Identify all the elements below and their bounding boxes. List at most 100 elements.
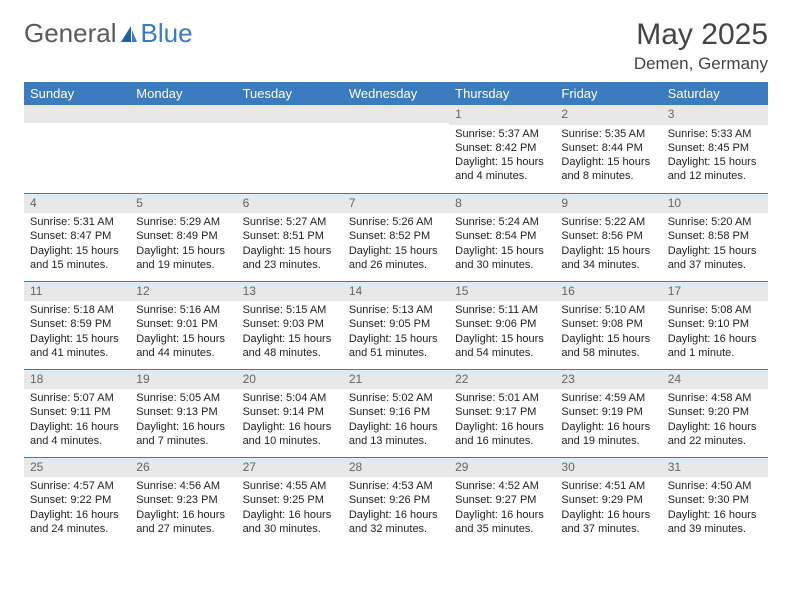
daylight-text: Daylight: 15 hours and 51 minutes. xyxy=(349,332,445,361)
sunset-text: Sunset: 9:25 PM xyxy=(243,493,339,507)
calendar-cell: 16Sunrise: 5:10 AMSunset: 9:08 PMDayligh… xyxy=(555,281,661,369)
day-number: 23 xyxy=(555,370,661,390)
day-number: 13 xyxy=(237,282,343,302)
sunrise-text: Sunrise: 5:31 AM xyxy=(30,215,126,229)
sunrise-text: Sunrise: 5:05 AM xyxy=(136,391,232,405)
day-number: 16 xyxy=(555,282,661,302)
calendar-cell: 19Sunrise: 5:05 AMSunset: 9:13 PMDayligh… xyxy=(130,369,236,457)
calendar-row: 11Sunrise: 5:18 AMSunset: 8:59 PMDayligh… xyxy=(24,281,768,369)
daylight-text: Daylight: 16 hours and 1 minute. xyxy=(668,332,764,361)
day-number: 19 xyxy=(130,370,236,390)
day-details: Sunrise: 5:15 AMSunset: 9:03 PMDaylight:… xyxy=(237,301,343,364)
day-details: Sunrise: 5:29 AMSunset: 8:49 PMDaylight:… xyxy=(130,213,236,276)
day-number: 12 xyxy=(130,282,236,302)
day-details: Sunrise: 4:53 AMSunset: 9:26 PMDaylight:… xyxy=(343,477,449,540)
sunset-text: Sunset: 8:51 PM xyxy=(243,229,339,243)
calendar-cell xyxy=(237,105,343,193)
calendar-cell: 23Sunrise: 4:59 AMSunset: 9:19 PMDayligh… xyxy=(555,369,661,457)
day-number: 2 xyxy=(555,105,661,125)
sunset-text: Sunset: 9:14 PM xyxy=(243,405,339,419)
daylight-text: Daylight: 16 hours and 10 minutes. xyxy=(243,420,339,449)
day-details: Sunrise: 4:51 AMSunset: 9:29 PMDaylight:… xyxy=(555,477,661,540)
sunrise-text: Sunrise: 4:58 AM xyxy=(668,391,764,405)
title-block: May 2025 Demen, Germany xyxy=(634,18,768,74)
weekday-header: Tuesday xyxy=(237,82,343,105)
calendar-row: 1Sunrise: 5:37 AMSunset: 8:42 PMDaylight… xyxy=(24,105,768,193)
daylight-text: Daylight: 15 hours and 41 minutes. xyxy=(30,332,126,361)
day-number: 24 xyxy=(662,370,768,390)
sunset-text: Sunset: 9:26 PM xyxy=(349,493,445,507)
sunrise-text: Sunrise: 5:08 AM xyxy=(668,303,764,317)
logo-sail-icon xyxy=(117,18,141,49)
sunrise-text: Sunrise: 4:56 AM xyxy=(136,479,232,493)
calendar-cell: 13Sunrise: 5:15 AMSunset: 9:03 PMDayligh… xyxy=(237,281,343,369)
daylight-text: Daylight: 16 hours and 22 minutes. xyxy=(668,420,764,449)
daylight-text: Daylight: 16 hours and 24 minutes. xyxy=(30,508,126,537)
day-details: Sunrise: 5:16 AMSunset: 9:01 PMDaylight:… xyxy=(130,301,236,364)
calendar-cell: 17Sunrise: 5:08 AMSunset: 9:10 PMDayligh… xyxy=(662,281,768,369)
calendar-cell: 8Sunrise: 5:24 AMSunset: 8:54 PMDaylight… xyxy=(449,193,555,281)
day-details: Sunrise: 4:57 AMSunset: 9:22 PMDaylight:… xyxy=(24,477,130,540)
weekday-header: Saturday xyxy=(662,82,768,105)
sunrise-text: Sunrise: 5:16 AM xyxy=(136,303,232,317)
day-number: 27 xyxy=(237,458,343,478)
sunrise-text: Sunrise: 5:24 AM xyxy=(455,215,551,229)
day-number: 28 xyxy=(343,458,449,478)
sunset-text: Sunset: 9:08 PM xyxy=(561,317,657,331)
day-details: Sunrise: 4:50 AMSunset: 9:30 PMDaylight:… xyxy=(662,477,768,540)
daylight-text: Daylight: 15 hours and 26 minutes. xyxy=(349,244,445,273)
day-number: 15 xyxy=(449,282,555,302)
daylight-text: Daylight: 16 hours and 37 minutes. xyxy=(561,508,657,537)
day-number: 5 xyxy=(130,194,236,214)
sunrise-text: Sunrise: 5:02 AM xyxy=(349,391,445,405)
calendar-cell: 11Sunrise: 5:18 AMSunset: 8:59 PMDayligh… xyxy=(24,281,130,369)
day-number: 18 xyxy=(24,370,130,390)
sunrise-text: Sunrise: 5:20 AM xyxy=(668,215,764,229)
day-number: 1 xyxy=(449,105,555,125)
day-number: 21 xyxy=(343,370,449,390)
day-number: 17 xyxy=(662,282,768,302)
day-details: Sunrise: 5:13 AMSunset: 9:05 PMDaylight:… xyxy=(343,301,449,364)
sunrise-text: Sunrise: 5:07 AM xyxy=(30,391,126,405)
sunset-text: Sunset: 9:06 PM xyxy=(455,317,551,331)
calendar-cell: 27Sunrise: 4:55 AMSunset: 9:25 PMDayligh… xyxy=(237,457,343,545)
daylight-text: Daylight: 15 hours and 44 minutes. xyxy=(136,332,232,361)
daylight-text: Daylight: 16 hours and 13 minutes. xyxy=(349,420,445,449)
daylight-text: Daylight: 16 hours and 35 minutes. xyxy=(455,508,551,537)
day-number xyxy=(24,105,130,123)
weekday-header: Sunday xyxy=(24,82,130,105)
daylight-text: Daylight: 15 hours and 58 minutes. xyxy=(561,332,657,361)
day-number: 10 xyxy=(662,194,768,214)
calendar-cell: 28Sunrise: 4:53 AMSunset: 9:26 PMDayligh… xyxy=(343,457,449,545)
logo-text-1: General xyxy=(24,18,117,49)
sunrise-text: Sunrise: 4:55 AM xyxy=(243,479,339,493)
calendar-cell xyxy=(130,105,236,193)
calendar-cell: 14Sunrise: 5:13 AMSunset: 9:05 PMDayligh… xyxy=(343,281,449,369)
location-title: Demen, Germany xyxy=(634,54,768,74)
sunset-text: Sunset: 8:56 PM xyxy=(561,229,657,243)
day-details: Sunrise: 5:24 AMSunset: 8:54 PMDaylight:… xyxy=(449,213,555,276)
sunset-text: Sunset: 9:16 PM xyxy=(349,405,445,419)
day-details: Sunrise: 5:35 AMSunset: 8:44 PMDaylight:… xyxy=(555,125,661,188)
daylight-text: Daylight: 15 hours and 54 minutes. xyxy=(455,332,551,361)
sunset-text: Sunset: 9:13 PM xyxy=(136,405,232,419)
calendar-cell: 15Sunrise: 5:11 AMSunset: 9:06 PMDayligh… xyxy=(449,281,555,369)
calendar-cell: 31Sunrise: 4:50 AMSunset: 9:30 PMDayligh… xyxy=(662,457,768,545)
sunset-text: Sunset: 9:11 PM xyxy=(30,405,126,419)
day-details: Sunrise: 5:07 AMSunset: 9:11 PMDaylight:… xyxy=(24,389,130,452)
calendar-cell: 18Sunrise: 5:07 AMSunset: 9:11 PMDayligh… xyxy=(24,369,130,457)
day-details: Sunrise: 4:59 AMSunset: 9:19 PMDaylight:… xyxy=(555,389,661,452)
day-number: 4 xyxy=(24,194,130,214)
calendar-cell: 20Sunrise: 5:04 AMSunset: 9:14 PMDayligh… xyxy=(237,369,343,457)
weekday-header: Wednesday xyxy=(343,82,449,105)
sunset-text: Sunset: 9:01 PM xyxy=(136,317,232,331)
calendar-cell xyxy=(24,105,130,193)
calendar-row: 18Sunrise: 5:07 AMSunset: 9:11 PMDayligh… xyxy=(24,369,768,457)
calendar-cell: 3Sunrise: 5:33 AMSunset: 8:45 PMDaylight… xyxy=(662,105,768,193)
daylight-text: Daylight: 16 hours and 7 minutes. xyxy=(136,420,232,449)
day-details: Sunrise: 5:08 AMSunset: 9:10 PMDaylight:… xyxy=(662,301,768,364)
daylight-text: Daylight: 16 hours and 39 minutes. xyxy=(668,508,764,537)
sunrise-text: Sunrise: 4:51 AM xyxy=(561,479,657,493)
month-title: May 2025 xyxy=(634,18,768,52)
calendar-table: Sunday Monday Tuesday Wednesday Thursday… xyxy=(24,82,768,545)
